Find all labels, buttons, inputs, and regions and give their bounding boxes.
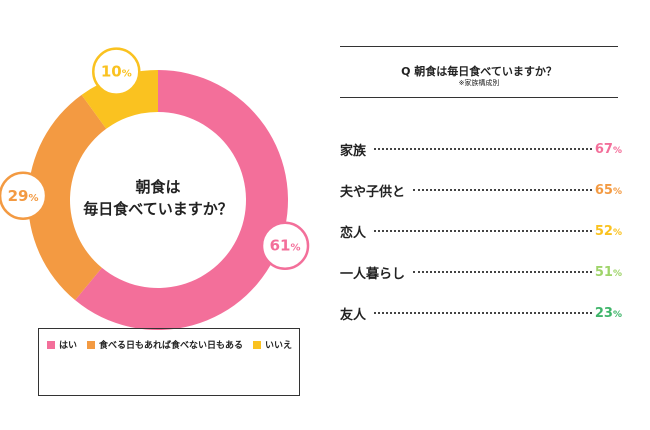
breakdown-row-0: 家族 67%: [340, 138, 622, 160]
callout-bubble: [260, 221, 310, 270]
breakdown-row-4: 友人 23%: [340, 302, 622, 324]
donut-slice-1: [27, 94, 107, 301]
legend-swatch: [47, 340, 55, 349]
dotted-leader: [413, 271, 592, 273]
donut-legend: はい 食べる日もあれば食べない日もある いいえ: [38, 328, 300, 396]
breakdown-label: 友人: [340, 307, 367, 323]
slice-callout-0: 61%: [260, 221, 310, 270]
legend-label: はい: [59, 341, 78, 351]
breakdown-value: 23%: [594, 305, 622, 321]
breakdown-row-2: 恋人 52%: [340, 220, 622, 242]
slice-callout-1: 29%: [0, 171, 48, 221]
legend-item-1: 食べる日もあれば食べない日もある: [87, 338, 243, 351]
breakdown-row-3: 一人暮らし 51%: [340, 261, 622, 283]
question-divider-top: [340, 46, 618, 47]
breakdown-label: 夫や子供と: [340, 184, 406, 200]
callout-bubble: [92, 47, 141, 96]
breakdown-label: 恋人: [340, 225, 367, 241]
legend-item-2: いいえ: [253, 338, 292, 351]
breakdown-label: 家族: [340, 143, 367, 159]
question-title: Q 朝食は毎日食べていますか？: [401, 65, 557, 78]
question-divider-bottom: [340, 97, 618, 98]
legend-swatch: [87, 340, 96, 349]
donut-center-line-2: 毎日食べていますか？: [83, 200, 232, 218]
donut-slice-0: [75, 70, 289, 331]
breakdown-value: 67%: [594, 141, 622, 157]
donut-callouts: 61% 29% 10%: [0, 47, 310, 270]
legend-label: 食べる日もあれば食べない日もある: [99, 341, 244, 351]
callout-bubble: [0, 171, 48, 221]
breakdown-row-1: 夫や子供と 65%: [340, 179, 622, 201]
legend-label: いいえ: [265, 341, 293, 351]
donut-center-line-1: 朝食は: [135, 178, 180, 196]
dotted-leader: [374, 230, 592, 232]
legend-swatch: [253, 340, 262, 349]
legend-item-0: はい: [47, 338, 77, 351]
dotted-leader: [374, 312, 592, 314]
breakdown-value: 51%: [594, 264, 622, 280]
dotted-leader: [374, 148, 592, 150]
slice-callout-2: 10%: [92, 47, 141, 96]
breakdown-label: 一人暮らし: [340, 266, 406, 282]
breakdown-value: 52%: [594, 223, 622, 239]
question-note: ※家族構成別: [458, 79, 500, 87]
dotted-leader: [413, 189, 592, 191]
breakdown-value: 65%: [594, 182, 622, 198]
